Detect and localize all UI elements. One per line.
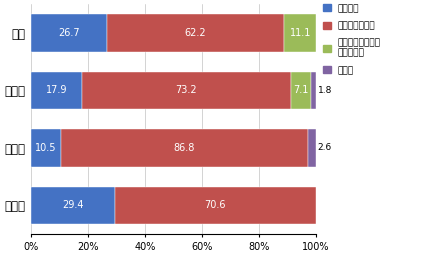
Text: 17.9: 17.9: [46, 86, 67, 95]
Text: 26.7: 26.7: [58, 28, 79, 38]
Bar: [81, 72, 290, 109]
Text: 62.2: 62.2: [184, 28, 206, 38]
Text: 2.6: 2.6: [317, 143, 331, 152]
Text: 70.6: 70.6: [204, 200, 226, 210]
Text: 73.2: 73.2: [175, 86, 197, 95]
Bar: [31, 129, 60, 167]
Bar: [60, 129, 307, 167]
Bar: [284, 14, 315, 52]
Bar: [307, 129, 315, 167]
Bar: [31, 187, 114, 224]
Bar: [107, 14, 284, 52]
Bar: [31, 72, 81, 109]
Legend: 確認した, 確認していない, 確認したかどうか
分からない, 無回答: 確認した, 確認していない, 確認したかどうか 分からない, 無回答: [323, 4, 380, 75]
Text: 86.8: 86.8: [173, 143, 195, 153]
Text: 29.4: 29.4: [62, 200, 83, 210]
Bar: [290, 72, 310, 109]
Text: 1.8: 1.8: [317, 86, 331, 95]
Bar: [31, 14, 107, 52]
Bar: [114, 187, 315, 224]
Text: 10.5: 10.5: [35, 143, 57, 153]
Text: 7.1: 7.1: [293, 86, 308, 95]
Text: 11.1: 11.1: [289, 28, 310, 38]
Bar: [310, 72, 315, 109]
